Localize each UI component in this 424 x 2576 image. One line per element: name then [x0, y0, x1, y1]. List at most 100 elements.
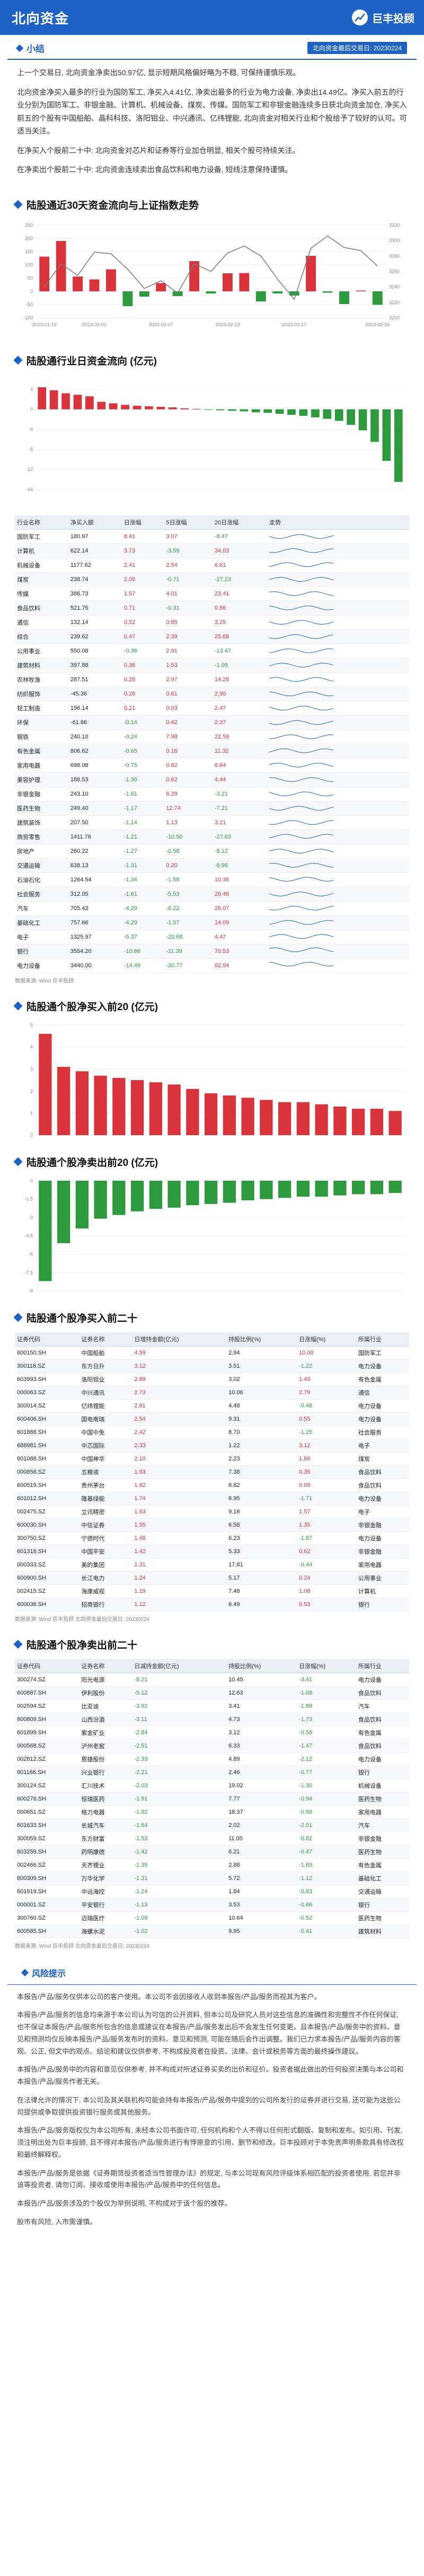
table-cell: 食品饮料	[356, 1478, 409, 1492]
table-cell: 中信证券	[79, 1518, 132, 1532]
table-cell: 1.53	[164, 658, 213, 673]
flow-bar	[156, 283, 166, 291]
sparkline	[269, 676, 334, 682]
value-bar	[223, 1180, 236, 1203]
table-cell: 食品饮料	[15, 601, 68, 616]
table-cell: 汽车	[356, 1819, 409, 1832]
table-cell: 有色金属	[15, 744, 68, 759]
table-cell: 1.13	[164, 815, 213, 830]
sparkline-cell	[267, 858, 409, 873]
value-bar	[180, 408, 189, 409]
table-cell: 建筑材料	[15, 658, 68, 673]
table-cell: 1177.62	[68, 558, 122, 573]
value-bar	[167, 1084, 181, 1135]
value-bar	[57, 1066, 70, 1135]
table-cell: 中兴通讯	[79, 1386, 132, 1400]
sparkline-cell	[267, 772, 409, 787]
sell-table: 证券代码 证券名称 日减持金额(亿元) 持股比例(%) 日涨幅(%) 所属行业 300274…	[15, 1659, 409, 1938]
buy-table: 证券代码 证券名称 日增持金额(亿元) 持股比例(%) 日涨幅(%) 所属行业 600150…	[15, 1332, 409, 1611]
table-cell: 长城汽车	[79, 1819, 132, 1832]
value-bar	[168, 407, 177, 409]
table-cell: 2.54	[164, 558, 213, 573]
table-row: 601899.SH 紫金矿业 -2.84 3.12 -0.56 有色金属	[15, 1726, 409, 1740]
table-cell: -0.48	[297, 1399, 356, 1413]
value-bar	[263, 409, 272, 413]
table-cell: 恩捷股份	[79, 1752, 132, 1766]
value-bar	[38, 387, 47, 409]
table-cell: 002475.SZ	[15, 1505, 80, 1519]
table-cell: -0.58	[297, 1805, 356, 1819]
table-cell: 通信	[15, 615, 68, 630]
table-cell: -45.36	[68, 687, 122, 701]
table-cell: -61.86	[68, 715, 122, 730]
table-cell: 比亚迪	[79, 1699, 132, 1713]
risk-text: 本报告/产品/服务仅供本公司的客户使用。本公司不会因接收人收到本报告/产品/服务…	[0, 1985, 424, 2241]
value-bar	[278, 1102, 292, 1135]
sparkline-cell	[267, 758, 409, 773]
sparkline-path	[269, 662, 334, 667]
sparkline-cell	[267, 944, 409, 959]
table-cell: 0.24	[297, 1571, 356, 1585]
table-cell: 2.23	[226, 1452, 297, 1466]
table-cell: 1.19	[132, 1584, 227, 1598]
table-cell: -0.52	[297, 1911, 356, 1925]
table-cell: -7.21	[212, 801, 268, 816]
table-cell: -0.41	[297, 1924, 356, 1938]
table-cell: 000858.SZ	[15, 1465, 80, 1479]
table-cell: 1.57	[121, 586, 164, 601]
table-row: 建筑材料 397.88 0.36 1.53 -1.09	[15, 658, 409, 673]
table-cell: 3.53	[226, 1898, 297, 1912]
table-row: 电力设备 3440.00 -14.49 -30.77 62.94	[15, 958, 409, 973]
table-cell: 3.25	[212, 615, 268, 630]
value-bar	[167, 1180, 181, 1208]
table-cell: -30.77	[164, 958, 213, 973]
table-cell: 10.64	[226, 1911, 297, 1925]
sparkline-path	[269, 933, 334, 939]
sparkline	[269, 819, 334, 825]
table-cell: 3.51	[226, 1359, 297, 1373]
value-bar	[132, 405, 142, 409]
table-cell: 601633.SH	[15, 1819, 80, 1832]
table-cell: -1.30	[297, 1779, 356, 1793]
table-row: 建筑装饰 207.50 -1.14 1.13 3.21	[15, 815, 409, 830]
table-cell: 180.97	[68, 529, 122, 544]
table-cell: 医药生物	[15, 801, 68, 816]
table-row: 纺织服饰 -45.36 0.26 0.61 2.90	[15, 687, 409, 701]
table-row: 商贸零售 1411.76 -1.21 -10.50 -27.63	[15, 830, 409, 844]
table-cell: 2.89	[132, 1372, 227, 1386]
table-cell: 医药生物	[356, 1792, 409, 1806]
table-cell: 002466.SZ	[15, 1858, 80, 1872]
sparkline-cell	[267, 629, 409, 644]
table-cell: 2.10	[132, 1452, 227, 1466]
sparkline	[269, 548, 334, 553]
table-cell: 600585.SH	[15, 1924, 80, 1938]
table-cell: 中国神华	[79, 1452, 132, 1466]
sparkline-cell	[267, 529, 409, 544]
table-cell: 0.86	[212, 601, 268, 616]
sparkline	[269, 848, 334, 853]
table-cell: 0.09	[297, 1478, 356, 1492]
table-cell: -1.21	[121, 830, 164, 844]
column-header: 20日涨幅	[212, 515, 268, 530]
table-cell: 6.49	[226, 1598, 297, 1611]
table-cell: 0.62	[164, 772, 213, 787]
app-header: 北向资金 巨丰投顾	[0, 0, 424, 35]
value-bar	[275, 409, 284, 414]
table-row: 002594.SZ 比亚迪 -3.92 3.41 -1.89 汽车	[15, 1699, 409, 1713]
table-cell: 机械设备	[15, 558, 68, 573]
y2-tick-label: 3320	[389, 222, 400, 228]
table-cell: 4.44	[212, 772, 268, 787]
sparkline-cell	[267, 729, 409, 744]
table-cell: -1.02	[132, 1924, 227, 1938]
value-bar	[156, 406, 165, 409]
table-cell: 3.12	[226, 1726, 297, 1740]
flow-bar	[322, 291, 333, 292]
table-cell: -1.42	[132, 1845, 227, 1859]
table-cell: 东方财富	[79, 1832, 132, 1846]
value-bar	[351, 1108, 365, 1135]
diamond-icon	[21, 1968, 29, 1976]
table-cell: -0.58	[164, 844, 213, 859]
table-cell: 非银金融	[15, 787, 68, 801]
brand-name: 巨丰投顾	[372, 13, 414, 25]
sparkline-cell	[267, 586, 409, 601]
